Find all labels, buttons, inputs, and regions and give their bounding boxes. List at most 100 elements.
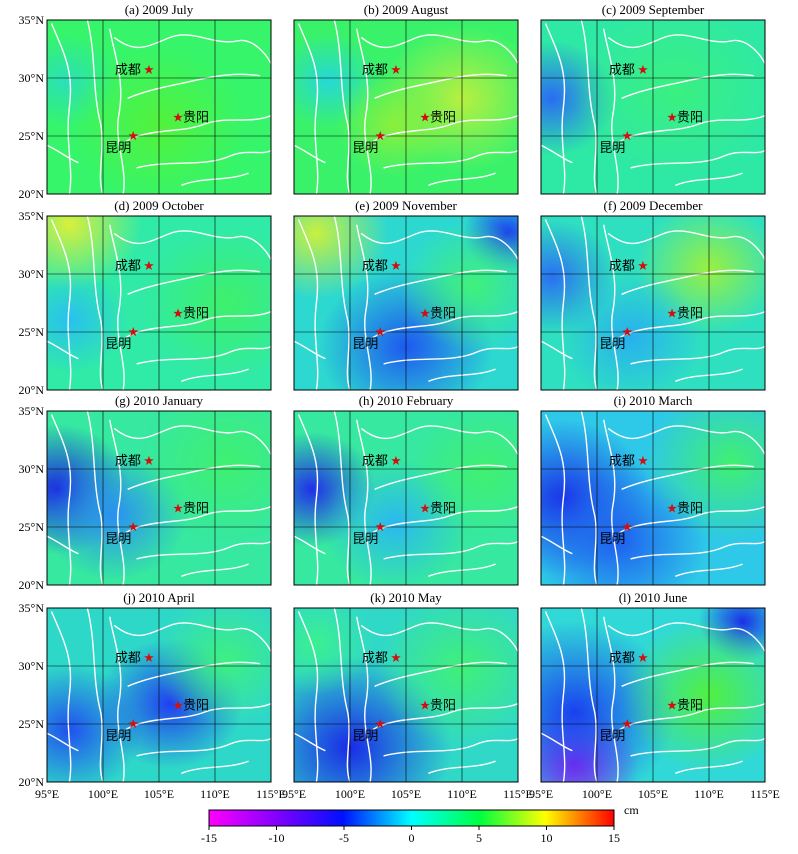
panel-frame	[540, 19, 766, 195]
city-label: 昆明	[599, 729, 625, 744]
lat-tick-label: 30°N	[19, 462, 45, 476]
city-label: 贵阳	[183, 306, 209, 321]
boundary-lines	[47, 608, 271, 782]
panel-frame	[293, 215, 519, 391]
boundary-lines	[47, 20, 271, 194]
colorbar-tick-label: -15	[201, 831, 217, 845]
lat-tick-label: 30°N	[19, 267, 45, 281]
lat-tick-label: 35°N	[19, 209, 45, 223]
city-label: 成都	[609, 259, 635, 274]
boundary-lines	[294, 20, 518, 194]
lon-tick-label: 115°E	[256, 787, 286, 801]
city-label: 成都	[362, 651, 388, 666]
city-label: 昆明	[105, 729, 131, 744]
lat-tick-label: 30°N	[19, 71, 45, 85]
panel-title: (e) 2009 November	[355, 198, 457, 213]
city-label: 昆明	[352, 141, 378, 156]
field-map	[294, 20, 518, 194]
panel-frame	[293, 607, 519, 783]
city-label: 昆明	[599, 141, 625, 156]
field-map	[47, 608, 271, 782]
city-label: 贵阳	[677, 306, 703, 321]
field-map	[47, 216, 271, 390]
panel-frame	[46, 215, 272, 391]
field-map	[47, 411, 271, 585]
lat-tick-label: 35°N	[19, 404, 45, 418]
city-label: 成都	[362, 259, 388, 274]
panel-title: (g) 2010 January	[115, 393, 204, 408]
panel-frame	[46, 410, 272, 586]
lat-tick-label: 25°N	[19, 520, 45, 534]
lon-tick-label: 95°E	[529, 787, 553, 801]
colorbar-tick-label: 15	[608, 831, 620, 845]
panel-title: (k) 2010 May	[370, 590, 442, 605]
panel-frame	[46, 19, 272, 195]
field-map	[541, 216, 765, 390]
colorbar-tick-label: -5	[339, 831, 349, 845]
lon-tick-label: 105°E	[144, 787, 174, 801]
panel-title: (h) 2010 February	[359, 393, 454, 408]
city-label: 昆明	[599, 532, 625, 547]
lat-tick-label: 25°N	[19, 129, 45, 143]
boundary-lines	[541, 411, 765, 585]
grid-lines	[47, 608, 271, 782]
city-label: 贵阳	[677, 501, 703, 516]
lon-tick-label: 105°E	[391, 787, 421, 801]
lat-tick-label: 25°N	[19, 325, 45, 339]
lon-tick-label: 110°E	[200, 787, 230, 801]
panel-title: (l) 2010 June	[619, 590, 688, 605]
panel-frame	[540, 410, 766, 586]
panel-frame	[293, 19, 519, 195]
lat-tick-label: 30°N	[19, 659, 45, 673]
city-label: 成都	[115, 63, 141, 78]
panel-title: (f) 2009 December	[604, 198, 704, 213]
grid-lines	[541, 20, 765, 194]
city-label: 成都	[115, 259, 141, 274]
panel-title: (c) 2009 September	[602, 2, 705, 17]
city-label: 昆明	[352, 532, 378, 547]
city-label: 贵阳	[430, 501, 456, 516]
city-label: 成都	[609, 63, 635, 78]
panel-frame	[540, 215, 766, 391]
lon-tick-label: 95°E	[35, 787, 59, 801]
lon-tick-label: 95°E	[282, 787, 306, 801]
lon-tick-label: 100°E	[582, 787, 612, 801]
colorbar-tick-label: 5	[476, 831, 482, 845]
field-map	[294, 216, 518, 390]
city-label: 成都	[362, 454, 388, 469]
city-label: 贵阳	[430, 306, 456, 321]
panel-title: (i) 2010 March	[614, 393, 693, 408]
field-map	[294, 411, 518, 585]
panel-title: (a) 2009 July	[125, 2, 194, 17]
panel-title: (d) 2009 October	[114, 198, 204, 213]
panel-title: (b) 2009 August	[364, 2, 449, 17]
grid-lines	[47, 411, 271, 585]
city-label: 成都	[115, 651, 141, 666]
lat-tick-label: 35°N	[19, 601, 45, 615]
colorbar-tick-label: 0	[409, 831, 415, 845]
lat-tick-label: 20°N	[19, 578, 45, 592]
lon-tick-label: 100°E	[335, 787, 365, 801]
lat-tick-label: 20°N	[19, 383, 45, 397]
boundary-lines	[541, 216, 765, 390]
city-label: 贵阳	[677, 698, 703, 713]
city-label: 贵阳	[183, 110, 209, 125]
colorbar-tick-label: 10	[541, 831, 553, 845]
grid-lines	[541, 608, 765, 782]
grid-lines	[47, 20, 271, 194]
grid-lines	[294, 411, 518, 585]
field-map	[541, 608, 765, 782]
panel-frame	[293, 410, 519, 586]
city-label: 昆明	[352, 729, 378, 744]
city-label: 贵阳	[430, 110, 456, 125]
grid-lines	[541, 216, 765, 390]
colorbar-tick-label: -10	[269, 831, 285, 845]
lon-tick-label: 105°E	[638, 787, 668, 801]
